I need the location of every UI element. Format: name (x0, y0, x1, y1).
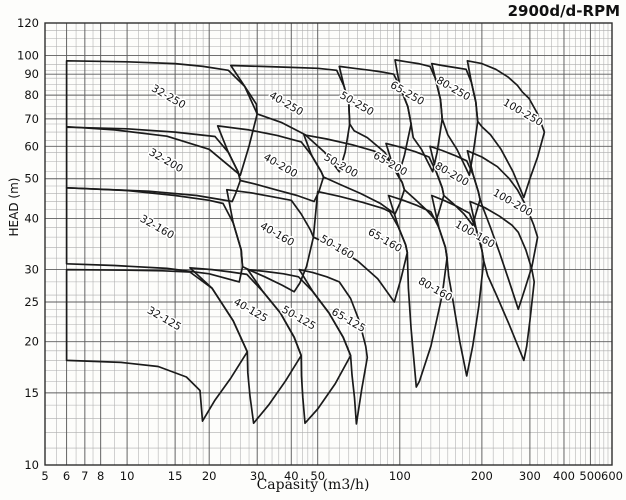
x-tick-label: 5 (41, 469, 48, 483)
x-tick-label: 15 (168, 469, 183, 483)
x-tick-label: 400 (553, 469, 575, 483)
pump-zone-label: 50-200 (322, 151, 360, 180)
pump-zone-label: 32-125 (145, 304, 183, 333)
y-tick-label: 70 (24, 112, 39, 126)
pump-zone-40-250 (229, 64, 351, 173)
x-tick-label: 200 (471, 469, 493, 483)
pump-zone-65-160 (387, 194, 448, 388)
pump-zone-80-200 (429, 145, 481, 227)
pump-zone-50-125 (246, 268, 352, 425)
pump-zone-65-200 (385, 142, 445, 222)
pump-zone-32-125 (65, 268, 249, 422)
pump-zone-label: 32-250 (149, 83, 187, 112)
y-tick-label: 20 (24, 335, 39, 349)
pump-zone-40-125 (189, 266, 303, 425)
pump-zone-80-250 (430, 62, 479, 177)
pump-zone-65-250 (394, 59, 444, 173)
chart-title: 2900d/d-RPM (507, 2, 620, 20)
pump-zone-80-160 (430, 194, 485, 377)
y-tick-label: 100 (17, 48, 39, 62)
y-tick-label: 15 (24, 386, 39, 400)
pump-zones (65, 59, 546, 425)
y-tick-label: 10 (24, 458, 39, 472)
pump-zone-100-200 (466, 149, 539, 311)
pump-zone-32-200 (65, 126, 242, 203)
y-tick-label: 120 (17, 16, 39, 30)
x-tick-label: 50 (310, 469, 325, 483)
x-tick-label: 40 (284, 469, 299, 483)
pump-zone-50-250 (338, 65, 412, 177)
pump-zone-label: 40-200 (261, 151, 299, 180)
pump-zone-65-125 (298, 268, 369, 425)
pump-zone-label: 65-160 (366, 226, 404, 255)
y-tick-label: 80 (24, 88, 39, 102)
pump-zone-label: 50-250 (338, 90, 376, 119)
x-tick-label: 6 (63, 469, 70, 483)
y-tick-label: 30 (24, 263, 39, 277)
pump-zone-label: 65-125 (329, 306, 367, 335)
y-tick-label: 60 (24, 139, 39, 153)
x-tick-label: 10 (120, 469, 135, 483)
pump-zone-50-200 (303, 133, 406, 215)
x-tick-label: 300 (519, 469, 541, 483)
pump-zone-label: 40-125 (231, 296, 269, 325)
x-tick-label: 8 (97, 469, 104, 483)
x-tick-label: 600 (601, 469, 623, 483)
x-tick-label: 30 (250, 469, 265, 483)
x-tick-label: 100 (389, 469, 411, 483)
x-tick-label: 7 (81, 469, 88, 483)
pump-zone-label: 80-200 (433, 160, 471, 189)
y-tick-label: 50 (24, 172, 39, 186)
y-tick-label: 25 (24, 295, 39, 309)
pump-zone-40-160 (225, 188, 315, 293)
y-tick-label: 40 (24, 211, 39, 225)
plot-frame (44, 22, 613, 466)
x-tick-label: 500 (579, 469, 601, 483)
pump-zone-label: 32-200 (147, 146, 185, 175)
pump-zone-labels: 32-250 40-250 50-250 65-250 80-250100-25032-… (136, 73, 546, 336)
grid-major (44, 22, 613, 466)
pump-zone-label: 40-160 (258, 220, 296, 249)
x-axis-title: Capasity (m3/h) (256, 477, 370, 493)
pump-zone-100-250 (466, 59, 546, 199)
y-axis-title: HEAD (m) (7, 177, 21, 237)
axis-tick-labels: 5 6 7 8 10 15 20 30 40 50 100 200 300 400 500 600 10 15 20… (17, 16, 623, 483)
y-tick-label: 90 (24, 67, 39, 81)
pump-zone-label: 40-250 (267, 90, 305, 119)
pump-zone-100-160 (469, 200, 536, 362)
x-tick-label: 20 (202, 469, 217, 483)
